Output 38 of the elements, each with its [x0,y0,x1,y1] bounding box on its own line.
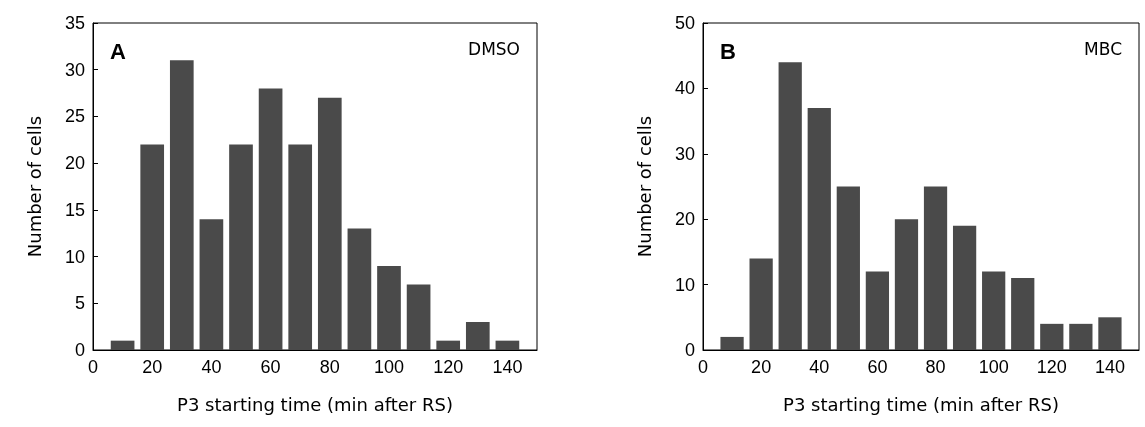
x-tick-label: 60 [867,357,888,377]
y-tick-label: 40 [674,78,695,99]
x-tick-label: 40 [201,357,222,377]
text: B [720,38,736,64]
x-tick-label: 80 [925,357,946,377]
x-tick-label: 40 [809,357,830,377]
x-tick-label: 20 [142,357,163,377]
x-tick-label: 60 [260,357,281,377]
x-axis-title: P3 starting time (min after RS) [783,393,1059,415]
y-tick-label: 30 [64,59,85,80]
x-axis-title: P3 starting time (min after RS) [177,393,453,415]
y-tick-label: 50 [674,13,695,33]
x-tick-label: 0 [697,357,709,377]
annotation: MBC [1084,38,1122,59]
y-tick-label: 35 [64,13,85,33]
text: A [110,38,126,64]
x-tick-label: 140 [1094,357,1125,377]
y-tick-label: 15 [64,199,85,220]
y-axis-title: Number of cells [633,115,655,258]
x-tick-label: 120 [1036,357,1067,377]
x-tick-label: 140 [492,357,523,377]
x-tick-label: 80 [319,357,340,377]
x-tick-label: 100 [978,357,1009,377]
y-tick-label: 10 [64,246,85,267]
y-tick-label: 30 [674,143,695,164]
y-tick-label: 0 [74,340,85,360]
x-tick-label: 120 [433,357,464,377]
y-tick-label: 5 [74,293,85,314]
y-tick-label: 0 [684,340,695,360]
x-tick-label: 0 [87,357,99,377]
y-tick-label: 20 [64,153,85,174]
y-axis-title: Number of cells [23,115,45,258]
annotation: DMSO [468,38,521,59]
y-tick-label: 20 [674,209,695,230]
y-tick-label: 10 [674,274,695,295]
x-tick-label: 100 [373,357,405,377]
y-tick-label: 25 [64,106,85,127]
x-tick-label: 20 [751,357,772,377]
